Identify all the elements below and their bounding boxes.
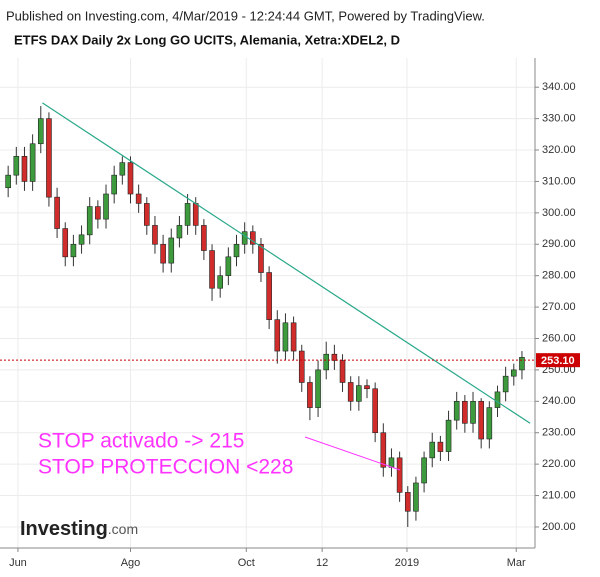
y-tick-label: 280.00 [542,270,576,282]
candle-body [331,353,338,361]
y-tick-label: 220.00 [542,458,576,470]
candle-body [453,401,460,421]
annotation: STOP activado -> 215 [38,430,244,453]
candle-body [274,319,281,352]
y-tick-label: 270.00 [542,301,576,313]
x-tick-label: Oct [238,557,255,569]
candle-body [13,156,20,176]
candle-body [46,118,52,198]
x-tick-label: Jun [9,557,27,569]
last-price-label: 253.10 [541,355,575,367]
logo: Investing.com [20,518,138,540]
candle-body [290,322,297,352]
candle-body [396,457,403,493]
candle-body [372,388,378,434]
candle-body [502,375,509,393]
candle-body [364,385,370,390]
candle-body [70,243,77,258]
annotation: STOP PROTECCION <228 [38,456,293,479]
candle-body [233,243,240,258]
candle-body [127,162,134,195]
candle-body [241,231,248,245]
x-tick-label: Mar [507,557,526,569]
candle-body [176,225,183,239]
plot-area: 200.00210.00220.00230.00240.00250.00260.… [0,58,580,569]
x-tick-label: 12 [316,557,328,569]
y-tick-label: 210.00 [542,489,576,501]
candle-body [486,407,493,440]
candle-body [160,243,166,264]
y-tick-label: 330.00 [542,113,576,125]
candle-body [250,231,256,245]
candle-body [29,143,36,182]
trend-line [42,102,531,424]
candle-body [152,225,158,245]
logo-name: Investing [20,518,108,540]
candle-body [478,401,484,440]
candle-body [37,118,44,145]
candle-body [347,382,354,402]
candle-body [95,206,101,220]
candle-body [258,243,264,273]
candle-body [201,225,207,251]
candle-body [437,441,444,452]
candle-body [323,353,330,371]
candle-body [339,360,346,383]
candle-body [86,206,93,236]
candle-body [388,457,395,468]
x-tick-label: 2019 [395,557,419,569]
candle-body [356,385,362,402]
annotation-arrow [304,436,401,471]
candle-body [429,441,436,459]
candle-body [413,482,419,512]
y-tick-label: 260.00 [542,332,576,344]
candle-body [54,196,60,229]
y-tick-label: 340.00 [542,81,576,93]
candle-body [225,256,232,276]
candle-body [380,432,387,468]
candle-body [62,228,69,258]
candle-body [462,401,468,424]
chart-title: ETFS DAX Daily 2x Long GO UCITS, Alemani… [14,32,400,47]
candle-body [510,369,517,377]
candle-body [111,174,117,195]
candle-body [470,401,476,424]
y-tick-label: 320.00 [542,144,576,156]
candle-body [282,322,289,352]
y-tick-label: 230.00 [542,427,576,439]
candle-body [119,162,126,176]
y-tick-label: 300.00 [542,207,576,219]
y-tick-label: 290.00 [542,238,576,250]
candle-body [494,391,501,408]
candle-body [192,203,199,226]
candle-body [307,382,313,408]
y-tick-label: 240.00 [542,395,576,407]
candle-body [209,250,215,289]
x-tick-label: Ago [121,557,141,569]
candle-body [421,457,427,484]
candle-body [445,419,452,452]
candle-body [519,357,525,371]
candle-body [266,272,272,320]
y-tick-label: 310.00 [542,175,576,187]
candle-body [217,275,223,289]
candle-body [404,492,411,512]
candle-body [168,237,175,264]
candle-body [298,350,305,383]
candle-body [315,369,321,408]
candle-body [135,193,142,204]
candle-body [143,203,150,226]
header: Published on Investing.com, 4/Mar/2019 -… [6,8,485,23]
y-tick-label: 200.00 [542,521,576,533]
candle-body [78,234,85,245]
candle-body [184,203,191,226]
logo-suffix: .com [108,521,138,537]
candle-body [21,156,28,182]
candle-body [103,193,109,220]
last-price-box [536,353,580,368]
candle-body [5,174,11,189]
